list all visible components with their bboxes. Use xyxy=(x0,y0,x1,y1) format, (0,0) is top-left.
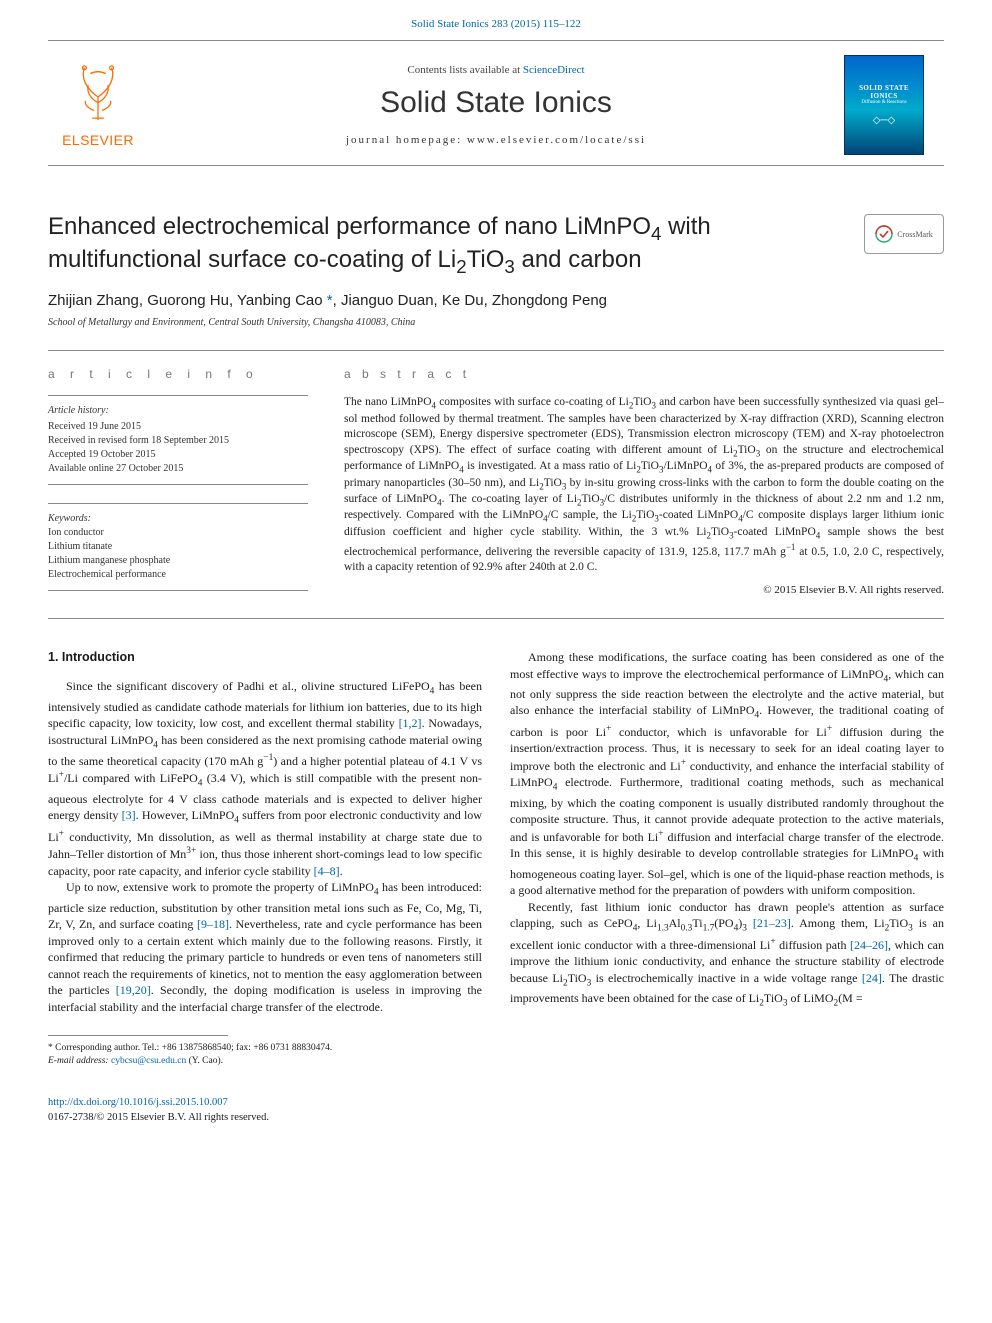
footnote-divider xyxy=(48,1035,228,1036)
intro-para: Among these modifications, the surface c… xyxy=(510,649,944,899)
divider-top xyxy=(48,350,944,351)
masthead-center: Contents lists available at ScienceDirec… xyxy=(148,64,844,146)
crossmark-badge[interactable]: CrossMark xyxy=(864,214,944,254)
elsevier-logo: ELSEVIER xyxy=(48,62,148,148)
authors-line: Zhijian Zhang, Guorong Hu, Yanbing Cao *… xyxy=(48,292,944,309)
article-history-label: Article history: xyxy=(48,404,308,418)
article-body: 1. Introduction Since the significant di… xyxy=(48,649,944,1015)
journal-masthead: ELSEVIER Contents lists available at Sci… xyxy=(48,40,944,166)
article-info-col: a r t i c l e i n f o Article history: R… xyxy=(48,367,308,596)
crossmark-icon xyxy=(875,225,893,243)
keyword: Electrochemical performance xyxy=(48,568,308,582)
info-abstract-row: a r t i c l e i n f o Article history: R… xyxy=(48,367,944,596)
contents-available-prefix: Contents lists available at xyxy=(407,64,522,76)
footer-doi-block: http://dx.doi.org/10.1016/j.ssi.2015.10.… xyxy=(48,1096,944,1125)
header-citation: Solid State Ionics 283 (2015) 115–122 xyxy=(0,0,992,40)
cover-subtitle: Diffusion & Reactions xyxy=(861,100,906,105)
intro-para: Recently, fast lithium ionic conductor h… xyxy=(510,899,944,1011)
intro-heading: 1. Introduction xyxy=(48,649,482,666)
keywords-label: Keywords: xyxy=(48,512,308,526)
cover-graphic-icon: ◇─◇ xyxy=(873,115,895,126)
article-title: Enhanced electrochemical performance of … xyxy=(48,212,828,278)
history-line: Accepted 19 October 2015 xyxy=(48,448,308,462)
article-info-label: a r t i c l e i n f o xyxy=(48,367,308,381)
journal-cover-thumbnail: SOLID STATE IONICS Diffusion & Reactions… xyxy=(844,55,924,155)
keywords-block: Keywords: Ion conductor Lithium titanate… xyxy=(48,503,308,591)
intro-para: Up to now, extensive work to promote the… xyxy=(48,879,482,1015)
journal-homepage: journal homepage: www.elsevier.com/locat… xyxy=(148,134,844,146)
contents-available-line: Contents lists available at ScienceDirec… xyxy=(148,64,844,76)
abstract-copyright: © 2015 Elsevier B.V. All rights reserved… xyxy=(344,584,944,596)
history-line: Received 19 June 2015 xyxy=(48,420,308,434)
doi-link[interactable]: http://dx.doi.org/10.1016/j.ssi.2015.10.… xyxy=(48,1097,228,1108)
crossmark-label: CrossMark xyxy=(897,230,933,239)
sciencedirect-link[interactable]: ScienceDirect xyxy=(523,64,585,76)
article-history: Article history: Received 19 June 2015 R… xyxy=(48,395,308,485)
keyword: Ion conductor xyxy=(48,526,308,540)
affiliation: School of Metallurgy and Environment, Ce… xyxy=(48,317,944,328)
intro-para: Since the significant discovery of Padhi… xyxy=(48,678,482,879)
keyword: Lithium titanate xyxy=(48,540,308,554)
abstract-label: A B S T R A C T xyxy=(344,367,944,381)
history-line: Available online 27 October 2015 xyxy=(48,462,308,476)
corresponding-footnote: * Corresponding author. Tel.: +86 138758… xyxy=(48,1042,944,1068)
journal-title: Solid State Ionics xyxy=(148,86,844,120)
article-head: CrossMark Enhanced electrochemical perfo… xyxy=(48,212,944,328)
keyword: Lithium manganese phosphate xyxy=(48,554,308,568)
elsevier-wordmark: ELSEVIER xyxy=(62,132,134,148)
elsevier-tree-icon xyxy=(67,62,129,128)
divider-mid xyxy=(48,618,944,619)
issn-copyright: 0167-2738/© 2015 Elsevier B.V. All right… xyxy=(48,1112,269,1123)
abstract-text: The nano LiMnPO4 composites with surface… xyxy=(344,395,944,576)
cover-title: SOLID STATE IONICS xyxy=(849,84,919,100)
abstract-col: A B S T R A C T The nano LiMnPO4 composi… xyxy=(344,367,944,596)
history-line: Received in revised form 18 September 20… xyxy=(48,434,308,448)
header-citation-link[interactable]: Solid State Ionics 283 (2015) 115–122 xyxy=(411,18,581,30)
